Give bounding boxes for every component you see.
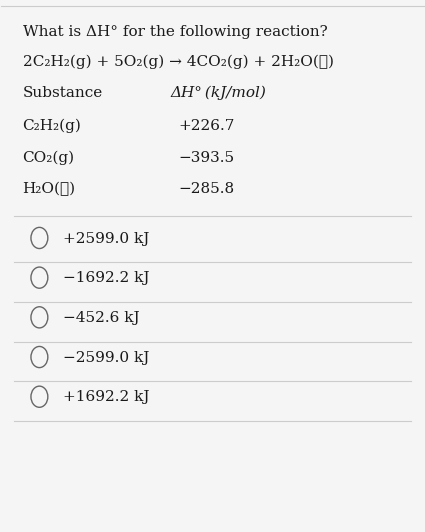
Text: −285.8: −285.8 <box>179 182 235 196</box>
Text: H₂O(ℓ): H₂O(ℓ) <box>23 182 76 197</box>
Text: Substance: Substance <box>23 86 103 100</box>
Text: C₂H₂(g): C₂H₂(g) <box>23 119 81 134</box>
Text: +1692.2 kJ: +1692.2 kJ <box>62 390 149 404</box>
Text: CO₂(g): CO₂(g) <box>23 151 75 165</box>
Text: ΔH° (kJ/mol): ΔH° (kJ/mol) <box>170 86 266 101</box>
Text: −1692.2 kJ: −1692.2 kJ <box>62 271 149 285</box>
Text: +226.7: +226.7 <box>179 119 235 133</box>
Text: −452.6 kJ: −452.6 kJ <box>62 311 139 325</box>
Text: −393.5: −393.5 <box>179 151 235 164</box>
Text: −2599.0 kJ: −2599.0 kJ <box>62 351 149 364</box>
Text: 2C₂H₂(g) + 5O₂(g) → 4CO₂(g) + 2H₂O(ℓ): 2C₂H₂(g) + 5O₂(g) → 4CO₂(g) + 2H₂O(ℓ) <box>23 54 334 69</box>
Text: What is ΔH° for the following reaction?: What is ΔH° for the following reaction? <box>23 25 327 39</box>
Text: +2599.0 kJ: +2599.0 kJ <box>62 231 149 246</box>
